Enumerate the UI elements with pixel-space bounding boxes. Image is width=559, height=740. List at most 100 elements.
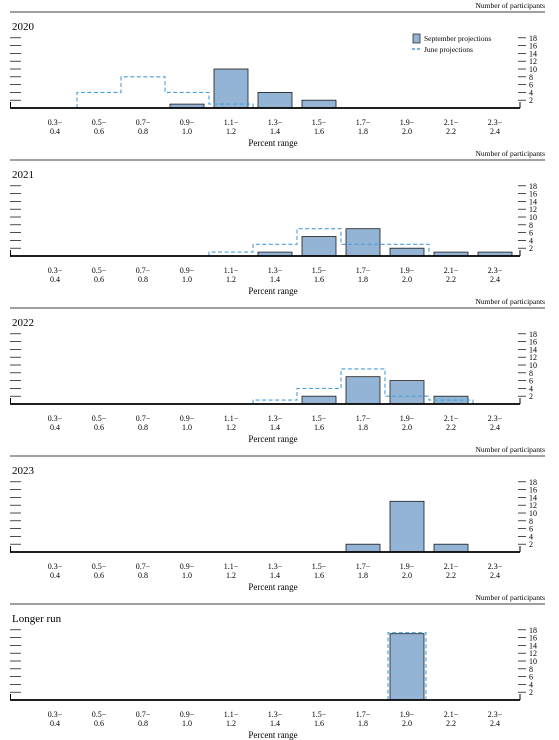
x-tick-label-bottom: 0.8 — [138, 571, 148, 580]
x-axis-title: Percent range — [248, 582, 297, 592]
x-tick-label-bottom: 0.4 — [50, 423, 60, 432]
x-tick-label-top: 0.3− — [48, 710, 63, 719]
y-tick-label: 4 — [529, 680, 533, 689]
y-tick-label: 12 — [529, 649, 537, 658]
x-tick-label-bottom: 1.6 — [314, 423, 324, 432]
x-tick-label-bottom: 1.0 — [182, 571, 192, 580]
x-tick-label-top: 2.3− — [488, 710, 503, 719]
x-tick-label-bottom: 2.4 — [490, 275, 500, 284]
y-tick-label: 8 — [529, 369, 533, 378]
y-tick-label: 16 — [529, 634, 537, 643]
x-axis-title: Percent range — [248, 286, 297, 296]
y-tick-label: 4 — [529, 88, 533, 97]
x-tick-label-top: 0.7− — [136, 266, 151, 275]
september-bar — [345, 543, 381, 553]
x-tick-label-bottom: 0.6 — [94, 719, 104, 728]
x-tick-label-bottom: 2.2 — [446, 719, 456, 728]
header-label: Number of participants — [475, 149, 545, 158]
x-tick-label-top: 1.5− — [312, 414, 327, 423]
september-bar — [433, 543, 469, 553]
september-bar — [301, 236, 337, 257]
x-tick-label-top: 1.7− — [356, 562, 371, 571]
x-tick-label-top: 1.5− — [312, 266, 327, 275]
x-tick-label-bottom: 1.6 — [314, 719, 324, 728]
x-tick-label-top: 0.5− — [92, 266, 107, 275]
x-tick-label-bottom: 1.6 — [314, 571, 324, 580]
x-tick-label-top: 1.1− — [224, 562, 239, 571]
header-label: Number of participants — [475, 297, 545, 306]
y-tick-label: 18 — [529, 182, 537, 191]
x-tick-label-top: 1.5− — [312, 118, 327, 127]
legend-september-label: September projections — [424, 34, 491, 43]
x-tick-label-top: 2.1− — [444, 710, 459, 719]
y-tick-label: 6 — [529, 673, 533, 682]
panel-title: Longer run — [12, 613, 62, 625]
x-tick-label-top: 1.3− — [268, 266, 283, 275]
y-tick-label: 6 — [529, 377, 533, 386]
x-tick-label-bottom: 2.2 — [446, 127, 456, 136]
y-tick-label: 12 — [529, 353, 537, 362]
y-tick-label: 12 — [529, 205, 537, 214]
x-tick-label-top: 2.3− — [488, 118, 503, 127]
y-tick-label: 6 — [529, 81, 533, 90]
x-tick-label-bottom: 1.8 — [358, 127, 368, 136]
x-tick-label-bottom: 1.2 — [226, 571, 236, 580]
x-tick-label-top: 0.9− — [180, 710, 195, 719]
x-tick-label-top: 1.9− — [400, 562, 415, 571]
september-bar — [257, 92, 293, 109]
june-projection-outline — [387, 632, 427, 700]
y-tick-label: 10 — [529, 65, 537, 74]
x-tick-label-bottom: 0.4 — [50, 719, 60, 728]
x-tick-label-top: 2.1− — [444, 266, 459, 275]
september-bar — [345, 376, 381, 405]
header-label: Number of participants — [475, 593, 545, 602]
september-bar — [389, 380, 425, 405]
x-axis-title: Percent range — [248, 138, 297, 148]
x-tick-label-top: 2.3− — [488, 562, 503, 571]
x-tick-label-top: 0.3− — [48, 266, 63, 275]
x-tick-label-top: 1.9− — [400, 118, 415, 127]
september-bar — [389, 633, 425, 701]
y-tick-label: 10 — [529, 213, 537, 222]
x-axis-title: Percent range — [248, 730, 297, 740]
x-tick-label-bottom: 1.2 — [226, 423, 236, 432]
panel-title: 2023 — [12, 465, 35, 477]
x-tick-label-bottom: 1.0 — [182, 719, 192, 728]
x-tick-label-bottom: 1.0 — [182, 423, 192, 432]
x-tick-label-bottom: 2.0 — [402, 127, 412, 136]
x-tick-label-bottom: 0.6 — [94, 127, 104, 136]
x-tick-label-top: 1.5− — [312, 710, 327, 719]
y-tick-label: 12 — [529, 501, 537, 510]
x-tick-label-bottom: 1.4 — [270, 275, 280, 284]
x-tick-label-bottom: 0.6 — [94, 423, 104, 432]
june-projection-outline — [76, 76, 254, 108]
x-tick-label-bottom: 2.0 — [402, 719, 412, 728]
y-tick-label: 14 — [529, 197, 537, 206]
panel-title: 2022 — [12, 317, 34, 329]
x-tick-label-bottom: 1.8 — [358, 275, 368, 284]
y-tick-label: 18 — [529, 34, 537, 43]
x-tick-label-bottom: 0.6 — [94, 275, 104, 284]
x-tick-label-bottom: 2.4 — [490, 571, 500, 580]
x-tick-label-top: 0.9− — [180, 266, 195, 275]
x-tick-label-top: 2.1− — [444, 118, 459, 127]
y-tick-label: 16 — [529, 42, 537, 51]
x-tick-label-bottom: 0.4 — [50, 127, 60, 136]
x-tick-label-top: 1.9− — [400, 266, 415, 275]
legend-june-label: June projections — [424, 45, 473, 54]
x-tick-label-top: 2.3− — [488, 414, 503, 423]
x-tick-label-top: 1.3− — [268, 710, 283, 719]
y-tick-label: 14 — [529, 345, 537, 354]
x-tick-label-bottom: 1.8 — [358, 719, 368, 728]
y-tick-label: 2 — [529, 96, 533, 105]
x-tick-label-top: 0.9− — [180, 414, 195, 423]
y-tick-label: 2 — [529, 244, 533, 253]
x-tick-label-bottom: 0.8 — [138, 127, 148, 136]
panel-title: 2020 — [12, 21, 35, 33]
y-tick-label: 4 — [529, 384, 533, 393]
y-tick-label: 10 — [529, 509, 537, 518]
x-tick-label-top: 1.1− — [224, 118, 239, 127]
september-bar — [345, 228, 381, 257]
y-tick-label: 2 — [529, 688, 533, 697]
